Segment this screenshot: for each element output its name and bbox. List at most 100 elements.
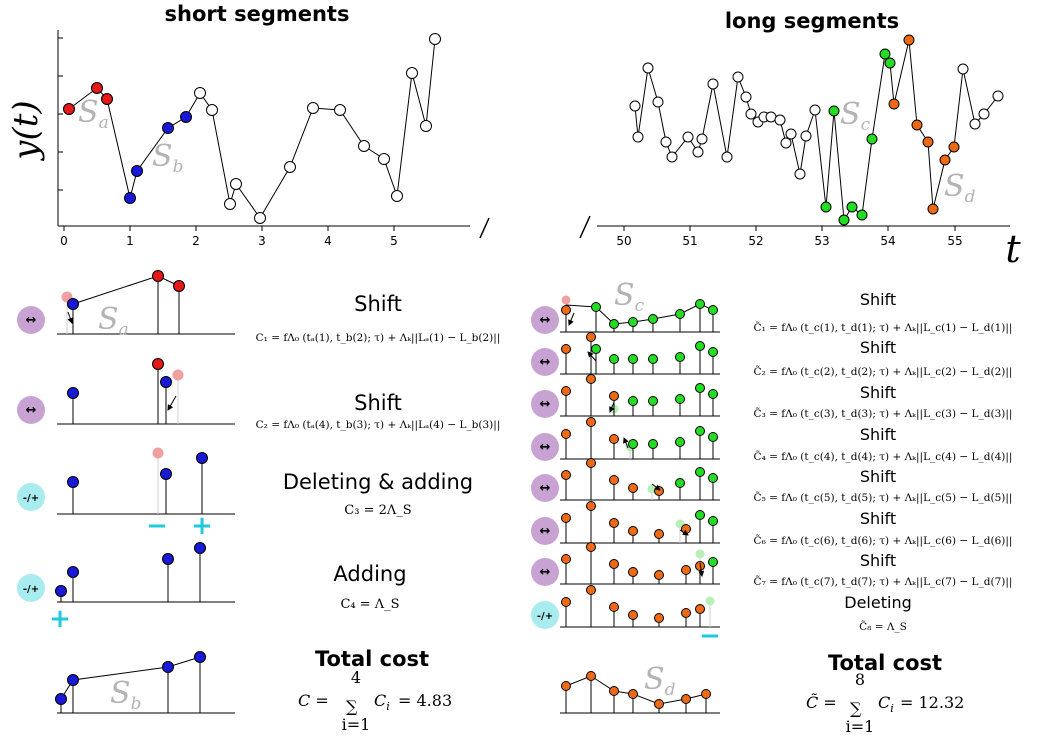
svg-text:8: 8 <box>855 670 865 689</box>
badge-glyph: -/+ <box>23 584 39 595</box>
stem-head <box>609 319 619 329</box>
stem-head <box>586 501 596 511</box>
svg-text:i=1: i=1 <box>342 715 371 734</box>
stem-head <box>561 344 571 354</box>
svg-text:∑: ∑ <box>346 697 358 716</box>
add-delete-badge <box>531 601 559 629</box>
stem-head <box>648 396 658 406</box>
stem-head <box>654 529 664 539</box>
right-tick-label: 51 <box>682 234 697 248</box>
stem-head <box>152 270 164 282</box>
stem-head <box>561 554 571 564</box>
badge-glyph: ↔ <box>540 524 551 539</box>
stem-head <box>628 483 638 493</box>
long-series-point <box>838 214 850 226</box>
stem-head <box>675 394 685 404</box>
stem-head <box>654 570 664 580</box>
title-long-segments: long segments <box>725 9 899 33</box>
stem-head <box>609 391 619 401</box>
left-tick-label: 5 <box>390 234 398 248</box>
left-tick-label: 0 <box>60 234 68 248</box>
stem-head <box>67 387 79 399</box>
stem-head <box>160 376 172 388</box>
badge-glyph: ↔ <box>26 313 37 328</box>
short-series-point <box>206 104 218 116</box>
right-op-name: Shift <box>860 467 896 486</box>
stem-head <box>628 439 638 449</box>
right-tick-label: 52 <box>748 234 763 248</box>
stem-head <box>55 585 67 597</box>
badge-glyph: ↔ <box>540 440 551 455</box>
long-series-point <box>846 201 858 213</box>
stem-head <box>67 566 79 578</box>
long-series-point <box>629 100 641 112</box>
stem-head <box>609 518 619 528</box>
left-tick-label: 3 <box>258 234 266 248</box>
stem-head <box>695 549 705 559</box>
short-series-point <box>162 122 174 134</box>
shift-arrow <box>679 529 689 536</box>
long-series-point <box>721 151 733 163</box>
stem-head <box>194 542 206 554</box>
stem-head <box>681 694 691 704</box>
short-series-point <box>230 178 242 190</box>
long-series-point <box>660 136 672 148</box>
long-series-point <box>785 128 797 140</box>
svg-text:= 4.83: = 4.83 <box>398 691 452 710</box>
left-tick-label: 2 <box>192 234 200 248</box>
shift-arrow <box>67 311 74 324</box>
shift-badge <box>531 306 559 334</box>
right-tick-label: 54 <box>880 234 895 248</box>
short-series-point <box>124 192 136 204</box>
label-sc: Sc <box>840 97 871 135</box>
label-sa: Sa <box>78 95 109 133</box>
stem-head <box>695 510 705 520</box>
stem-head <box>695 383 705 393</box>
left-operations: ↔↔-/+− +-/++ <box>17 270 235 714</box>
stem-head <box>561 429 571 439</box>
stem-head <box>695 467 705 477</box>
stem-head <box>695 299 705 309</box>
stem-head <box>586 417 596 427</box>
short-series-point <box>358 140 370 152</box>
shift-arrow <box>568 312 575 326</box>
plus-symbol: + <box>191 511 213 541</box>
stem-head <box>162 553 174 565</box>
stem-head <box>681 608 691 618</box>
shift-badge <box>531 474 559 502</box>
stem-head <box>609 354 619 364</box>
svg-text:= 12.32: = 12.32 <box>900 693 964 712</box>
left-op-2-name: Shift <box>354 391 402 415</box>
long-series-point <box>922 136 934 148</box>
short-series-point <box>378 153 390 165</box>
long-series-point <box>992 90 1004 102</box>
stem-head <box>173 280 185 292</box>
stem-head <box>609 434 619 444</box>
stem-head <box>172 369 184 381</box>
svg-text:Ci: Ci <box>374 691 390 713</box>
stem-head <box>586 374 596 384</box>
stem-head <box>586 542 596 552</box>
long-series-point <box>866 133 878 145</box>
stem-head <box>695 604 705 614</box>
shift-badge <box>531 558 559 586</box>
long-series-point <box>800 130 812 142</box>
long-series-point <box>828 105 840 117</box>
long-series-point <box>732 71 744 83</box>
lower-label-sb: Sb <box>110 676 141 714</box>
right-tick-label: 53 <box>814 234 829 248</box>
long-series-point <box>903 34 915 46</box>
long-series-point <box>774 114 786 126</box>
long-series-point <box>794 168 806 180</box>
right-op-formula: C̃₁ = fΛ₀ (t_c(1), t_d(1); τ) + Λₖ||L_c(… <box>754 321 1013 335</box>
right-op-name: Shift <box>860 551 896 570</box>
svg-text:4: 4 <box>351 668 361 687</box>
stem-head <box>152 447 164 459</box>
shift-badge <box>531 348 559 376</box>
stem-head <box>695 341 705 351</box>
stem-head <box>708 347 718 357</box>
stem-head <box>591 302 601 312</box>
short-series-point <box>307 102 319 114</box>
stem-head <box>708 305 718 315</box>
long-series-point <box>911 119 923 131</box>
